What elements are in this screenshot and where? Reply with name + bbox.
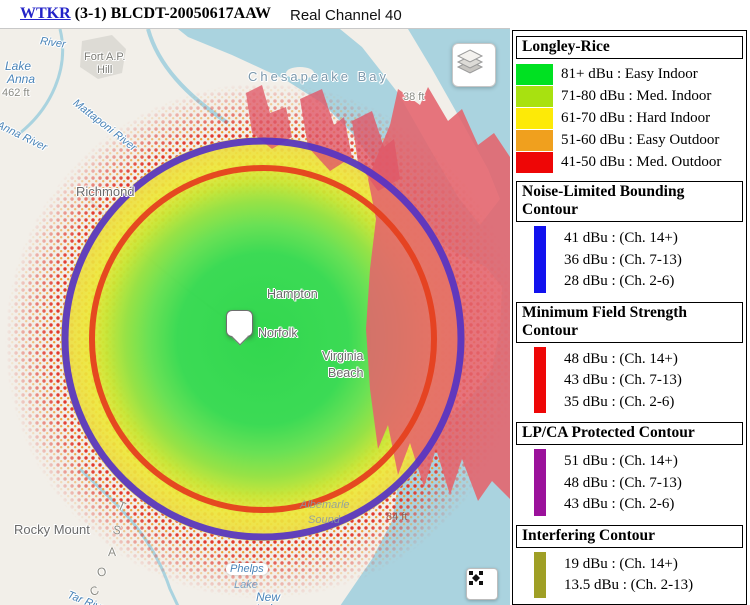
minimum-field-strength-contour-circle (89, 165, 437, 513)
contours-layer (61, 85, 510, 541)
swatch-81plus (516, 63, 553, 85)
transmitter-marker-pin[interactable] (226, 310, 253, 337)
legend-row-label: 13.5 dBu : (Ch. 2-13) (564, 577, 694, 593)
legend-section-title-min-field: Minimum Field Strength Contour (516, 301, 743, 343)
swatch-71-80 (516, 85, 553, 107)
label-elev-38: 38 ft (403, 91, 425, 103)
legend-section-title-noise-limited: Noise-Limited Bounding Contour (516, 181, 743, 222)
min-field-color-bar (534, 346, 546, 413)
legend-row-label: 43 dBu : (Ch. 2-6) (564, 496, 675, 512)
legend-row-label: 48 dBu : (Ch. 14+) (564, 350, 678, 367)
legend-row-label: 35 dBu : (Ch. 2-6) (564, 393, 675, 410)
label-phelps-lake: Lake (234, 579, 258, 591)
legend-row-label: 28 dBu : (Ch. 2-6) (564, 273, 675, 289)
legend-row-label: 43 dBu : (Ch. 7-13) (564, 372, 682, 388)
label-lake-anna-2: Anna (7, 72, 36, 86)
legend-row-label: 51-60 dBu : Easy Outdoor (561, 131, 720, 148)
label-richmond: Richmond (76, 184, 135, 199)
noise-limited-color-bar (534, 226, 546, 293)
legend-section-title-interfering: Interfering Contour (516, 524, 743, 548)
legend-section-title-lpca: LP/CA Protected Contour (516, 422, 743, 445)
label-new-lake: New (256, 590, 281, 604)
label-virginia-beach: Virginia (322, 349, 364, 363)
swatch-41-50 (516, 151, 553, 173)
real-channel-label: Real Channel 40 (290, 7, 402, 24)
fort-ap-hill-area (80, 35, 126, 79)
layers-icon (456, 49, 484, 74)
bay-island (286, 67, 314, 79)
page-header: WTKR (3-1) BLCDT-20050617AAW Real Channel… (0, 0, 750, 28)
noise-limited-contour-circle (61, 137, 465, 541)
swatch-61-70 (516, 107, 553, 129)
label-hampton: Hampton (267, 287, 318, 301)
river-anna (19, 29, 65, 135)
legend-row-label: 41 dBu : (Ch. 14+) (564, 230, 678, 246)
noise-limited-rows: 41 dBu : (Ch. 14+) 36 dBu : (Ch. 7-13) 2… (516, 226, 743, 293)
coverage-map[interactable]: River Fort A.P. Hill Lake Anna 462 ft Ma… (0, 28, 510, 605)
fullscreen-button[interactable] (466, 568, 498, 600)
label-fort-ap-hill-2: Hill (97, 64, 113, 76)
legend-row-label: 19 dBu : (Ch. 14+) (564, 555, 678, 572)
label-fort-ap-hill: Fort A.P. (84, 51, 126, 63)
legend-row-label: 41-50 dBu : Med. Outdoor (561, 153, 722, 170)
interfering-color-bar (534, 551, 546, 598)
label-chesapeake-bay: Chesapeake Bay (248, 69, 390, 84)
label-albemarle-sound: Albemarle (300, 499, 350, 511)
lpca-rows: 51 dBu : (Ch. 14+) 48 dBu : (Ch. 7-13) 4… (516, 449, 743, 516)
legend-row-label: 61-70 dBu : Hard Indoor (561, 109, 711, 126)
label-elev-84: 84 ft (386, 511, 408, 523)
legend-section-title-longley-rice: Longley-Rice (516, 36, 743, 59)
legend-row-label: 36 dBu : (Ch. 7-13) (564, 251, 682, 268)
legend-row-label: 51 dBu : (Ch. 14+) (564, 453, 678, 469)
swatch-51-60 (516, 129, 553, 151)
label-elev-462: 462 ft (2, 87, 30, 99)
label-coastal-letter: A (108, 545, 117, 559)
legend-row: 81+ dBu : Easy Indoor (516, 63, 743, 85)
label-new-lake-2: Lake (256, 602, 282, 605)
layers-control-button[interactable] (452, 43, 496, 87)
legend-row-label: 71-80 dBu : Med. Indoor (561, 87, 712, 104)
min-field-rows: 48 dBu : (Ch. 14+) 43 dBu : (Ch. 7-13) 3… (516, 346, 743, 413)
red-fringe-east (366, 87, 510, 501)
label-norfolk: Norfolk (258, 326, 298, 340)
lpca-color-bar (534, 449, 546, 516)
fullscreen-icon (469, 571, 483, 585)
legend-row-label: 81+ dBu : Easy Indoor (561, 65, 698, 82)
legend-row: 51-60 dBu : Easy Outdoor (516, 129, 743, 151)
legend-row-label: 48 dBu : (Ch. 7-13) (564, 474, 682, 491)
legend-row: 71-80 dBu : Med. Indoor (516, 85, 743, 107)
legend-panel: Longley-Rice 81+ dBu : Easy Indoor 71-80… (512, 30, 747, 605)
facility-id-text: (3-1) BLCDT-20050617AAW (74, 5, 271, 22)
label-lake-anna: Lake (5, 59, 32, 73)
interfering-rows: 19 dBu : (Ch. 14+) 13.5 dBu : (Ch. 2-13) (516, 551, 743, 598)
legend-row: 41-50 dBu : Med. Outdoor (516, 151, 743, 173)
label-virginia-beach-2: Beach (328, 366, 364, 380)
longley-rice-rows: 81+ dBu : Easy Indoor 71-80 dBu : Med. I… (516, 63, 743, 173)
label-rocky-mount: Rocky Mount (14, 522, 90, 537)
red-fringe-north-1 (246, 85, 292, 149)
label-phelps: Phelps (226, 563, 268, 575)
station-link[interactable]: WTKR (20, 5, 71, 22)
station-title: WTKR (3-1) BLCDT-20050617AAW (20, 5, 271, 23)
legend-row: 61-70 dBu : Hard Indoor (516, 107, 743, 129)
label-albemarle-sound-2: Sound (308, 514, 340, 526)
